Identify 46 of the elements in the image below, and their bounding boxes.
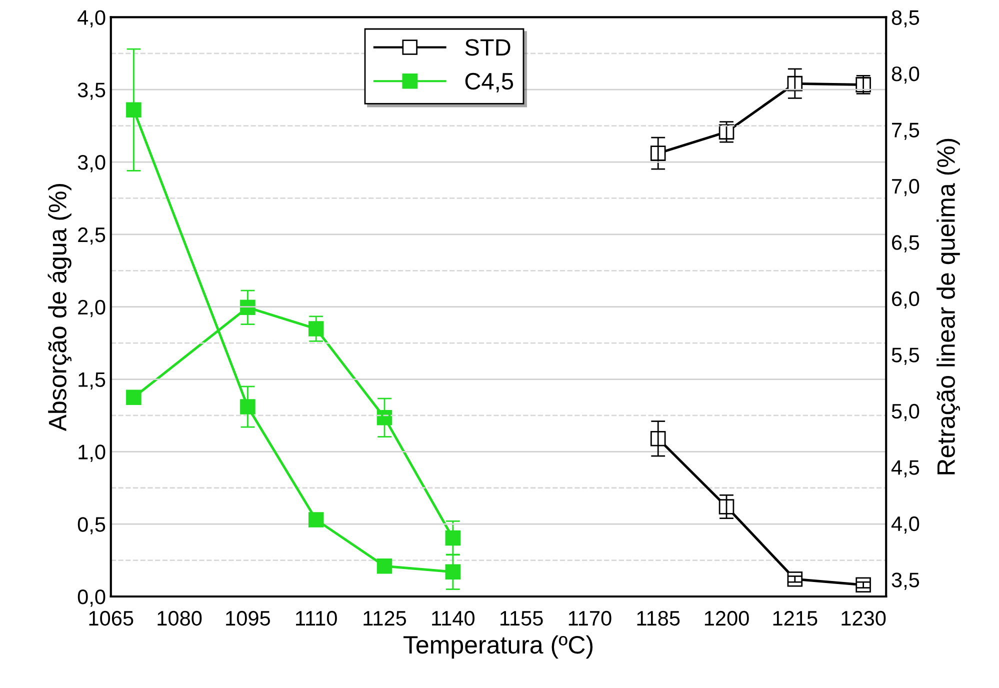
y-tick-label: 1,5 xyxy=(78,372,106,390)
y2-tick-label: 7,0 xyxy=(892,178,920,196)
y-tick-label: 3,0 xyxy=(78,155,106,172)
x-tick-label: 1140 xyxy=(432,610,474,626)
y-tick-label: 0,5 xyxy=(78,517,106,534)
legend-label: C4,5 xyxy=(465,72,514,92)
point xyxy=(718,499,734,514)
legend-label: STD xyxy=(465,39,510,56)
x-tick-label: 1185 xyxy=(637,610,680,626)
y2-tick-label: 4,0 xyxy=(891,516,920,534)
y2-tick-label: 7,5 xyxy=(892,122,920,140)
y-tick-label: 4,0 xyxy=(78,10,106,28)
point xyxy=(376,410,392,426)
y-axis-title: Absorção de água (%) xyxy=(48,184,72,432)
y2-axis-title: Retração linear de queima (%) xyxy=(936,138,960,474)
point xyxy=(445,564,461,580)
y2-tick-label: 6,5 xyxy=(892,235,920,252)
y-tick-label: 3,5 xyxy=(78,82,106,100)
point xyxy=(376,558,392,574)
y-tick-label: 1,0 xyxy=(78,444,106,462)
y-tick-label: 0,0 xyxy=(78,589,106,607)
x-axis-title: Temperatura (ºC) xyxy=(404,635,593,659)
point xyxy=(126,390,142,406)
y2-tick-label: 4,5 xyxy=(891,460,920,478)
x-tick-label: 1170 xyxy=(568,610,612,626)
x-tick-label: 1080 xyxy=(158,610,202,626)
point xyxy=(308,321,324,336)
x-tick-label: 1230 xyxy=(842,610,886,626)
x-tick-label: 1155 xyxy=(500,611,543,626)
y-tick-label: 2,5 xyxy=(78,227,106,245)
y2-tick-label: 5,5 xyxy=(892,348,920,365)
point xyxy=(240,399,256,414)
x-tick-label: 1125 xyxy=(364,610,406,626)
point xyxy=(126,102,142,118)
point xyxy=(308,512,324,528)
y2-tick-label: 8,5 xyxy=(892,10,920,28)
y-tick-label: 2,0 xyxy=(78,300,106,318)
x-tick-label: 1200 xyxy=(704,610,749,626)
x-tick-label: 1065 xyxy=(89,610,134,626)
x-tick-label: 1215 xyxy=(773,610,818,626)
y2-tick-label: 6,0 xyxy=(892,291,920,309)
y2-tick-label: 3,5 xyxy=(892,572,920,590)
y2-tick-label: 8,0 xyxy=(892,66,920,84)
x-tick-label: 1095 xyxy=(226,610,270,626)
x-tick-label: 1110 xyxy=(296,610,337,626)
y2-tick-label: 5,0 xyxy=(892,404,920,422)
